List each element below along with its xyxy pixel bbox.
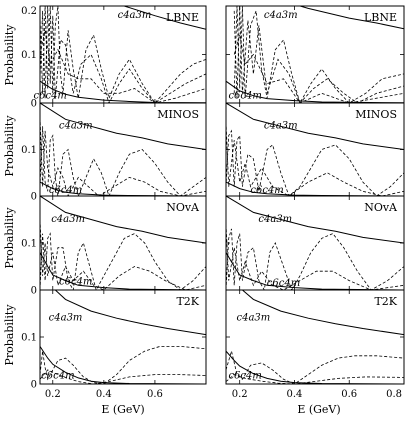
panel-6-experiment-label: NOvA (364, 201, 398, 214)
xlabel-right: E (GeV) (297, 403, 340, 416)
panel-5-solid-curve-label: c4a3m (51, 214, 85, 225)
panel-1-lower-curve-label: c6c4m (34, 91, 67, 102)
panel-3-solid-series (40, 103, 206, 150)
panel-4-experiment-label: MINOS (355, 108, 397, 121)
panel-6-nova-right: NOvA c4a3m c6c4m (225, 195, 405, 291)
panel-1-solid-series (122, 6, 206, 30)
panel-3-lower-curve-label: c6c4m (49, 185, 82, 196)
panel-4-solid-series (226, 103, 404, 150)
panel-2-solid-curve-label: c4a3m (264, 10, 298, 21)
panel-8-xtick-label: 0.6 (341, 389, 357, 400)
panel-7-plot-area (40, 290, 206, 384)
panel-1-solid-curve-label: c4a3m (118, 10, 152, 21)
panel-1-dashed-series-3 (40, 30, 206, 103)
panel-8-xtick-label: 0.4 (287, 389, 303, 400)
panel-2-experiment-label: LBNE (364, 11, 397, 24)
panel-3-dashed-series-2 (40, 116, 206, 196)
panel-8-xtick-label: 0.2 (232, 389, 248, 400)
panel-7-dashed-series-1 (40, 346, 206, 384)
panel-1-ytick-label: 0.1 (21, 50, 37, 61)
panel-1-ytick-label: 0 (31, 99, 37, 110)
panel-3-minos-left: MINOS c4a3m c6c4m 0 0.1 (21, 102, 207, 203)
panel-7-xtick-label: 0.6 (147, 389, 163, 400)
xlabel-left: E (GeV) (101, 403, 144, 416)
panel-7-dashed-series-2 (40, 369, 206, 384)
panel-7-t2k-left: T2K c4a3m c6c4m 0 0.1 0.2 0.4 0.6 (21, 289, 207, 400)
panel-6-plot-area (226, 196, 404, 290)
panel-7-lower-curve-label: c6c4m (41, 370, 74, 381)
panel-4-minos-right: MINOS c4a3m c6c4m (225, 102, 405, 197)
panel-5-ytick-label: 0 (31, 286, 37, 297)
panel-8-xtick-label: 0.8 (386, 389, 402, 400)
panel-6-lower-curve-label: c6c4m (267, 278, 300, 289)
panel-4-lower-curve-label: c6c4m (250, 185, 283, 196)
panel-6-solid-series (226, 196, 404, 244)
panel-8-t2k-right: T2K c4a3m c6c4m 0.2 0.4 0.6 0.8 (225, 289, 405, 400)
panel-7-xtick-label: 0.2 (45, 389, 61, 400)
panel-5-ytick-label: 0.1 (21, 239, 37, 250)
ylabel-row-3: Probability (3, 207, 16, 269)
panel-1-plot-area (40, 6, 206, 103)
panel-3-ytick-label: 0 (31, 192, 37, 203)
panel-7-lower-solid-series (40, 346, 206, 384)
panel-4-dashed-series-1 (226, 129, 404, 196)
labels-layer: Probability Probability Probability Prob… (3, 24, 341, 416)
panel-8-solid-curve-label: c4a3m (236, 313, 270, 324)
panel-4-dashed-series-2 (226, 121, 404, 196)
panel-2-dashed-series-2 (233, 6, 404, 103)
ylabel-row-1: Probability (3, 24, 16, 86)
panel-7-ytick-label: 0 (31, 380, 37, 391)
panel-8-lower-solid-series (226, 350, 404, 384)
panel-5-solid-series (40, 196, 206, 244)
panel-2-lbne-right: LBNE c4a3m c6c4m (225, 5, 405, 104)
panel-6-lower-solid-series (226, 252, 404, 290)
panel-7-experiment-label: T2K (176, 295, 199, 308)
panel-5-lower-curve-label: c6c4m (59, 276, 92, 287)
panel-3-solid-curve-label: c4a3m (59, 121, 93, 132)
panel-7-solid-series (54, 290, 206, 336)
panel-1-experiment-label: LBNE (166, 11, 199, 24)
panel-3-experiment-label: MINOS (157, 108, 199, 121)
panel-6-dashed-series-1 (226, 228, 404, 290)
panel-8-plot-area (226, 290, 404, 384)
panel-1-ytick-label: 0.2 (21, 6, 37, 17)
panel-2-plot-area (226, 6, 404, 103)
panel-7-solid-curve-label: c4a3m (49, 313, 83, 324)
panel-2-lower-curve-label: c6c4m (228, 91, 261, 102)
panel-8-dashed-series-2 (226, 374, 404, 384)
panel-7-ytick-label: 0.1 (21, 333, 37, 344)
panel-5-plot-area (40, 196, 206, 290)
panel-8-lower-curve-label: c6c4m (228, 370, 261, 381)
panel-5-lower-solid-series (40, 252, 206, 290)
panel-8-experiment-label: T2K (374, 295, 397, 308)
panel-6-solid-curve-label: c4a3m (258, 214, 292, 225)
panel-7-xtick-label: 0.4 (96, 389, 112, 400)
ylabel-row-4: Probability (3, 304, 16, 366)
panel-5-nova-left: NOvA c4a3m c6c4m 0 0.1 (21, 195, 207, 297)
panel-4-solid-curve-label: c4a3m (264, 121, 298, 132)
panel-1-dashed-series-2 (40, 6, 206, 103)
panel-2-lower-solid-series (226, 80, 404, 103)
panel-2-solid-series (298, 6, 404, 30)
panel-3-ytick-label: 0.1 (21, 145, 37, 156)
panel-2-dashed-series-1 (233, 6, 404, 103)
panel-1-lower-solid-series (40, 80, 206, 103)
panel-5-experiment-label: NOvA (166, 201, 200, 214)
panel-5-dashed-series-1 (40, 232, 206, 290)
ylabel-row-2: Probability (3, 115, 16, 177)
panel-8-solid-series (241, 290, 404, 336)
panel-2-dashed-series-3 (233, 34, 404, 103)
